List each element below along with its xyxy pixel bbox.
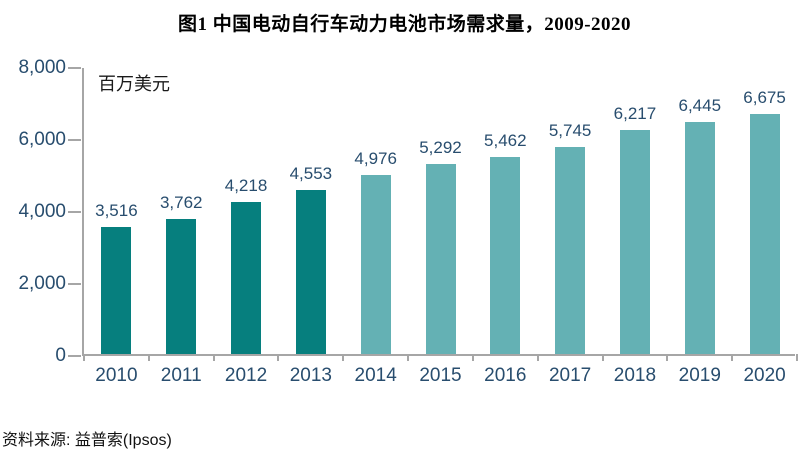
bar-2010 <box>101 227 132 354</box>
x-axis-category-label: 2010 <box>95 365 138 386</box>
y-axis-tick-mark <box>68 67 81 69</box>
bar-value-label: 6,217 <box>613 104 657 124</box>
x-axis-tick-mark <box>601 354 604 361</box>
bar-2018 <box>619 130 650 354</box>
y-axis-tick-label: 2,000 <box>18 273 66 294</box>
y-axis-tick-mark <box>68 355 81 357</box>
bar-2014 <box>360 174 391 354</box>
x-axis-tick-mark <box>342 354 345 361</box>
x-axis-tick-mark <box>666 354 669 361</box>
x-axis-tick-mark <box>277 354 280 361</box>
y-axis-tick-label: 4,000 <box>18 201 66 222</box>
bar-2011 <box>166 218 197 354</box>
x-axis-category-label: 2018 <box>613 365 657 386</box>
y-axis-tick-label: 8,000 <box>18 57 66 78</box>
x-axis-tick-mark <box>407 354 410 361</box>
bar-value-label: 4,976 <box>354 148 397 168</box>
y-axis-unit-label: 百万美元 <box>98 74 170 94</box>
bar-value-label: 3,516 <box>95 201 138 221</box>
x-axis-category-label: 2012 <box>224 365 268 386</box>
plot-area: 百万美元 3,516 2010 3,762 2011 4,218 2012 4,553 201… <box>82 68 798 386</box>
x-axis-category-label: 2014 <box>354 365 397 386</box>
x-axis-tick-mark <box>212 354 215 361</box>
x-axis-tick-mark <box>796 354 798 361</box>
x-axis-tick-mark <box>147 354 150 361</box>
bar-2012 <box>231 202 262 354</box>
y-axis-tick-mark <box>68 283 81 285</box>
x-axis-category-label: 2015 <box>419 365 462 386</box>
bar-2020 <box>749 113 780 354</box>
bar-value-label: 5,292 <box>419 137 462 157</box>
x-axis-category-label: 2016 <box>484 365 527 386</box>
chart-title: 图1 中国电动自行车动力电池市场需求量，2009-2020 <box>177 14 632 35</box>
bar-value-label: 5,745 <box>548 121 592 141</box>
bar-value-label: 6,675 <box>743 87 786 107</box>
x-axis-category-label: 2017 <box>548 365 592 386</box>
x-axis-category-label: 2011 <box>160 365 202 386</box>
x-axis-tick-mark <box>731 354 734 361</box>
x-axis-category-label: 2013 <box>289 365 332 386</box>
y-axis-tick-label: 6,000 <box>18 129 66 150</box>
bar-2016 <box>490 157 521 354</box>
x-axis-category-label: 2020 <box>743 365 786 386</box>
bar-value-label: 4,218 <box>224 176 268 196</box>
x-axis-tick-mark <box>536 354 539 361</box>
y-axis-tick-label: 0 <box>55 345 66 366</box>
bar-2019 <box>684 121 715 354</box>
x-axis-tick-mark <box>471 354 474 361</box>
bar-value-label: 4,553 <box>289 164 333 184</box>
x-axis-category-label: 2019 <box>678 365 721 386</box>
bar-value-label: 3,762 <box>159 192 203 212</box>
x-axis-tick-mark <box>83 354 85 361</box>
y-axis-tick-mark <box>68 211 81 213</box>
bar-value-label: 5,462 <box>484 131 527 151</box>
bar-value-label: 6,445 <box>678 95 722 115</box>
bar-2013 <box>295 190 326 354</box>
bar-2017 <box>555 147 586 354</box>
source-note: 资料来源: 益普索(Ipsos) <box>2 432 172 449</box>
y-axis-tick-mark <box>68 139 81 141</box>
bar-2015 <box>425 163 456 354</box>
